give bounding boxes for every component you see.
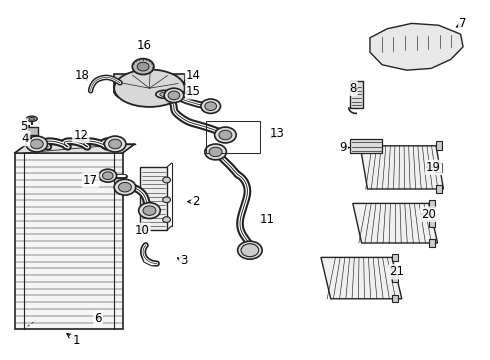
Circle shape <box>209 147 222 157</box>
Text: 17: 17 <box>83 174 98 186</box>
Ellipse shape <box>26 116 37 122</box>
Bar <box>429 200 435 207</box>
Bar <box>350 81 363 108</box>
Polygon shape <box>360 146 443 189</box>
Text: 5: 5 <box>20 120 27 132</box>
Text: 4: 4 <box>22 132 29 145</box>
Circle shape <box>219 130 232 140</box>
Circle shape <box>201 99 220 113</box>
Ellipse shape <box>156 90 173 98</box>
Text: 20: 20 <box>421 208 436 221</box>
Circle shape <box>205 102 217 111</box>
Text: 15: 15 <box>186 85 201 98</box>
Circle shape <box>114 179 136 195</box>
Bar <box>27 127 38 135</box>
Circle shape <box>104 136 126 152</box>
Circle shape <box>132 59 154 75</box>
Bar <box>140 167 167 230</box>
Bar <box>15 153 122 329</box>
Circle shape <box>102 172 113 180</box>
Circle shape <box>99 169 117 182</box>
Bar <box>429 220 435 227</box>
Bar <box>392 295 398 302</box>
Text: 7: 7 <box>459 17 467 30</box>
Text: 10: 10 <box>135 224 149 237</box>
Bar <box>392 254 398 261</box>
Circle shape <box>243 245 257 256</box>
Text: 6: 6 <box>94 312 102 325</box>
Circle shape <box>137 62 149 71</box>
Circle shape <box>30 139 43 149</box>
Circle shape <box>26 136 48 152</box>
Polygon shape <box>353 203 438 243</box>
Ellipse shape <box>114 69 185 107</box>
Circle shape <box>163 177 171 183</box>
Text: 11: 11 <box>260 213 274 226</box>
Circle shape <box>168 91 180 100</box>
Text: 16: 16 <box>137 39 152 51</box>
Circle shape <box>205 144 226 160</box>
Circle shape <box>163 217 171 222</box>
Bar <box>206 121 260 153</box>
Bar <box>350 139 382 153</box>
Text: 14: 14 <box>186 69 201 82</box>
Circle shape <box>163 197 171 203</box>
Circle shape <box>109 139 122 149</box>
Polygon shape <box>370 23 463 70</box>
Circle shape <box>143 206 156 215</box>
Circle shape <box>238 241 262 259</box>
Circle shape <box>241 244 259 257</box>
Ellipse shape <box>29 117 35 120</box>
Text: 13: 13 <box>270 127 284 140</box>
Text: 19: 19 <box>426 161 441 174</box>
Bar <box>392 275 398 282</box>
Bar <box>436 185 442 193</box>
Ellipse shape <box>114 81 185 103</box>
Text: 9: 9 <box>339 141 347 154</box>
Bar <box>436 163 442 172</box>
Polygon shape <box>15 144 135 153</box>
Text: 8: 8 <box>349 82 357 95</box>
Circle shape <box>119 183 131 192</box>
Text: 1: 1 <box>72 334 80 347</box>
Circle shape <box>215 127 236 143</box>
Text: 2: 2 <box>192 195 200 208</box>
Circle shape <box>139 203 160 219</box>
Text: 3: 3 <box>180 255 188 267</box>
Text: 18: 18 <box>75 69 90 82</box>
Polygon shape <box>321 257 402 299</box>
Ellipse shape <box>160 92 170 96</box>
Bar <box>114 74 185 92</box>
Text: 12: 12 <box>74 129 88 141</box>
Bar <box>429 239 435 247</box>
Circle shape <box>164 88 184 103</box>
Bar <box>436 141 442 150</box>
Text: 21: 21 <box>390 265 404 278</box>
